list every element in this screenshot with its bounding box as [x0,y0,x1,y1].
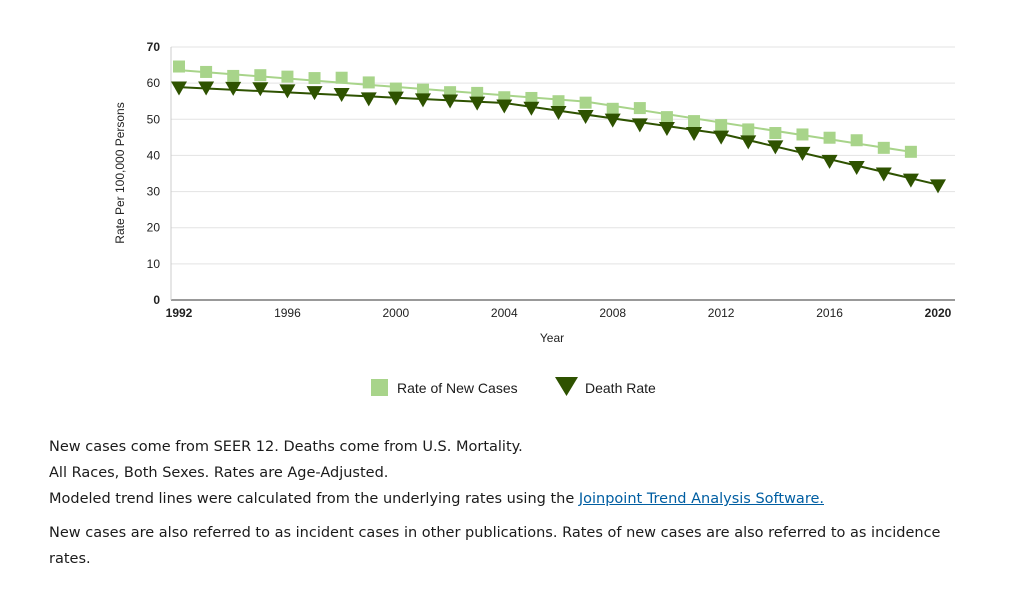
death-rate-point-1994[interactable] [225,81,242,96]
new-cases-point-2010[interactable] [660,111,673,124]
death-rate-point-2013[interactable] [740,135,757,150]
notes-line-definitions: New cases are also referred to as incide… [49,525,941,567]
legend-death-rate-label: Death Rate [585,380,656,396]
death-rate-point-1992[interactable] [171,81,187,96]
notes-line-trend: Modeled trend lines were calculated from… [49,486,949,512]
x-tick-label-2012: 2012 [708,306,735,320]
death-rate-point-1996[interactable] [279,84,296,99]
death-rate-point-2000[interactable] [387,91,404,106]
new-cases-point-2007[interactable] [579,96,592,109]
death-rate-point-1997[interactable] [306,86,323,101]
death-rate-point-2016[interactable] [821,154,838,169]
legend-new-cases-square-icon [371,379,388,396]
x-tick-label-1992: 1992 [166,306,193,320]
legend[interactable]: Rate of New Cases Death Rate [371,377,656,396]
new-cases-point-1995[interactable] [254,69,267,82]
death-rate-point-2011[interactable] [686,127,703,142]
new-cases-point-1992[interactable] [173,60,185,73]
death-rate-point-2015[interactable] [794,146,811,161]
notes-trend-text: Modeled trend lines were calculated from… [49,491,579,507]
death-rate-point-1995[interactable] [252,82,269,97]
new-cases-point-1993[interactable] [200,65,213,78]
x-tick-label-2020: 2020 [925,306,952,320]
new-cases-point-2000[interactable] [389,82,402,95]
death-rate-point-1993[interactable] [198,81,215,96]
death-rate-point-2014[interactable] [767,140,784,155]
new-cases-point-1997[interactable] [308,72,321,85]
death-rate-point-2018[interactable] [875,167,892,182]
y-tick-label-0: 0 [153,293,160,307]
y-tick-label-50: 50 [147,112,161,126]
tick-labels: 0 10 20 30 40 50 60 70 1992 1996 2000 2004 2008 2012 2… [147,40,952,320]
grid-lines [171,46,955,265]
death-rate-point-2002[interactable] [442,94,459,109]
new-cases-point-2018[interactable] [877,141,890,154]
death-rate-point-2004[interactable] [496,99,513,114]
y-axis-label: Rate Per 100,000 Persons [113,102,127,243]
x-tick-label-2016: 2016 [816,306,843,320]
chart-notes: New cases come from SEER 12. Deaths come… [49,434,949,572]
death-rate-point-2008[interactable] [604,113,621,128]
death-rate-point-2020[interactable] [930,179,946,194]
y-tick-label-30: 30 [147,185,161,199]
chart: 0 10 20 30 40 50 60 70 1992 1996 2000 2004 2008 2012 2… [113,40,955,396]
y-tick-label-10: 10 [147,257,161,271]
death-rate-point-2017[interactable] [848,160,865,175]
new-cases-point-2009[interactable] [633,102,646,115]
new-cases-point-2003[interactable] [471,86,484,99]
notes-line-population: All Races, Both Sexes. Rates are Age-Adj… [49,465,389,481]
death-rate-point-1999[interactable] [360,92,377,107]
x-tick-label-2004: 2004 [491,306,518,320]
data-markers[interactable] [171,60,946,194]
death-rate-point-2012[interactable] [713,130,730,145]
death-rate-point-2010[interactable] [658,121,675,136]
death-rate-point-2005[interactable] [523,101,540,116]
new-cases-point-2011[interactable] [688,115,701,128]
death-rate-point-2007[interactable] [577,110,594,125]
joinpoint-software-link[interactable]: Joinpoint Trend Analysis Software. [578,491,824,507]
new-cases-point-2017[interactable] [850,134,863,147]
new-cases-point-2014[interactable] [769,127,782,140]
death-rate-point-2001[interactable] [414,93,431,108]
new-cases-point-1999[interactable] [362,76,375,89]
new-cases-point-2008[interactable] [606,102,619,115]
new-cases-point-1996[interactable] [281,70,294,83]
notes-line-sources: New cases come from SEER 12. Deaths come… [49,439,523,455]
axes [170,47,955,301]
death-rate-point-1998[interactable] [333,87,350,102]
new-cases-point-2015[interactable] [796,128,809,141]
death-rate-point-2019[interactable] [902,173,919,188]
x-tick-label-2008: 2008 [599,306,626,320]
x-axis-label: Year [540,331,564,345]
x-tick-label-2000: 2000 [383,306,410,320]
new-cases-point-2006[interactable] [552,95,565,108]
new-cases-point-1998[interactable] [335,71,348,84]
y-tick-label-20: 20 [147,221,161,235]
death-rate-point-2003[interactable] [469,96,486,111]
y-tick-label-40: 40 [147,148,161,162]
new-cases-point-2016[interactable] [823,131,836,144]
legend-new-cases-label: Rate of New Cases [397,380,518,396]
new-cases-point-2001[interactable] [416,83,429,96]
x-tick-label-1996: 1996 [274,306,301,320]
death-rate-point-2006[interactable] [550,106,567,121]
legend-death-rate-triangle-icon [555,377,578,396]
legend-item-new-cases[interactable]: Rate of New Cases [371,379,518,396]
new-cases-point-2019[interactable] [904,145,917,158]
death-rate-point-2009[interactable] [631,118,648,133]
y-tick-label-60: 60 [147,76,161,90]
y-tick-label-70: 70 [147,40,161,54]
new-cases-point-1994[interactable] [227,69,240,82]
new-cases-point-2005[interactable] [525,91,538,104]
new-cases-point-2012[interactable] [715,119,728,132]
legend-item-death-rate[interactable]: Death Rate [555,377,656,396]
new-cases-point-2013[interactable] [742,123,755,136]
